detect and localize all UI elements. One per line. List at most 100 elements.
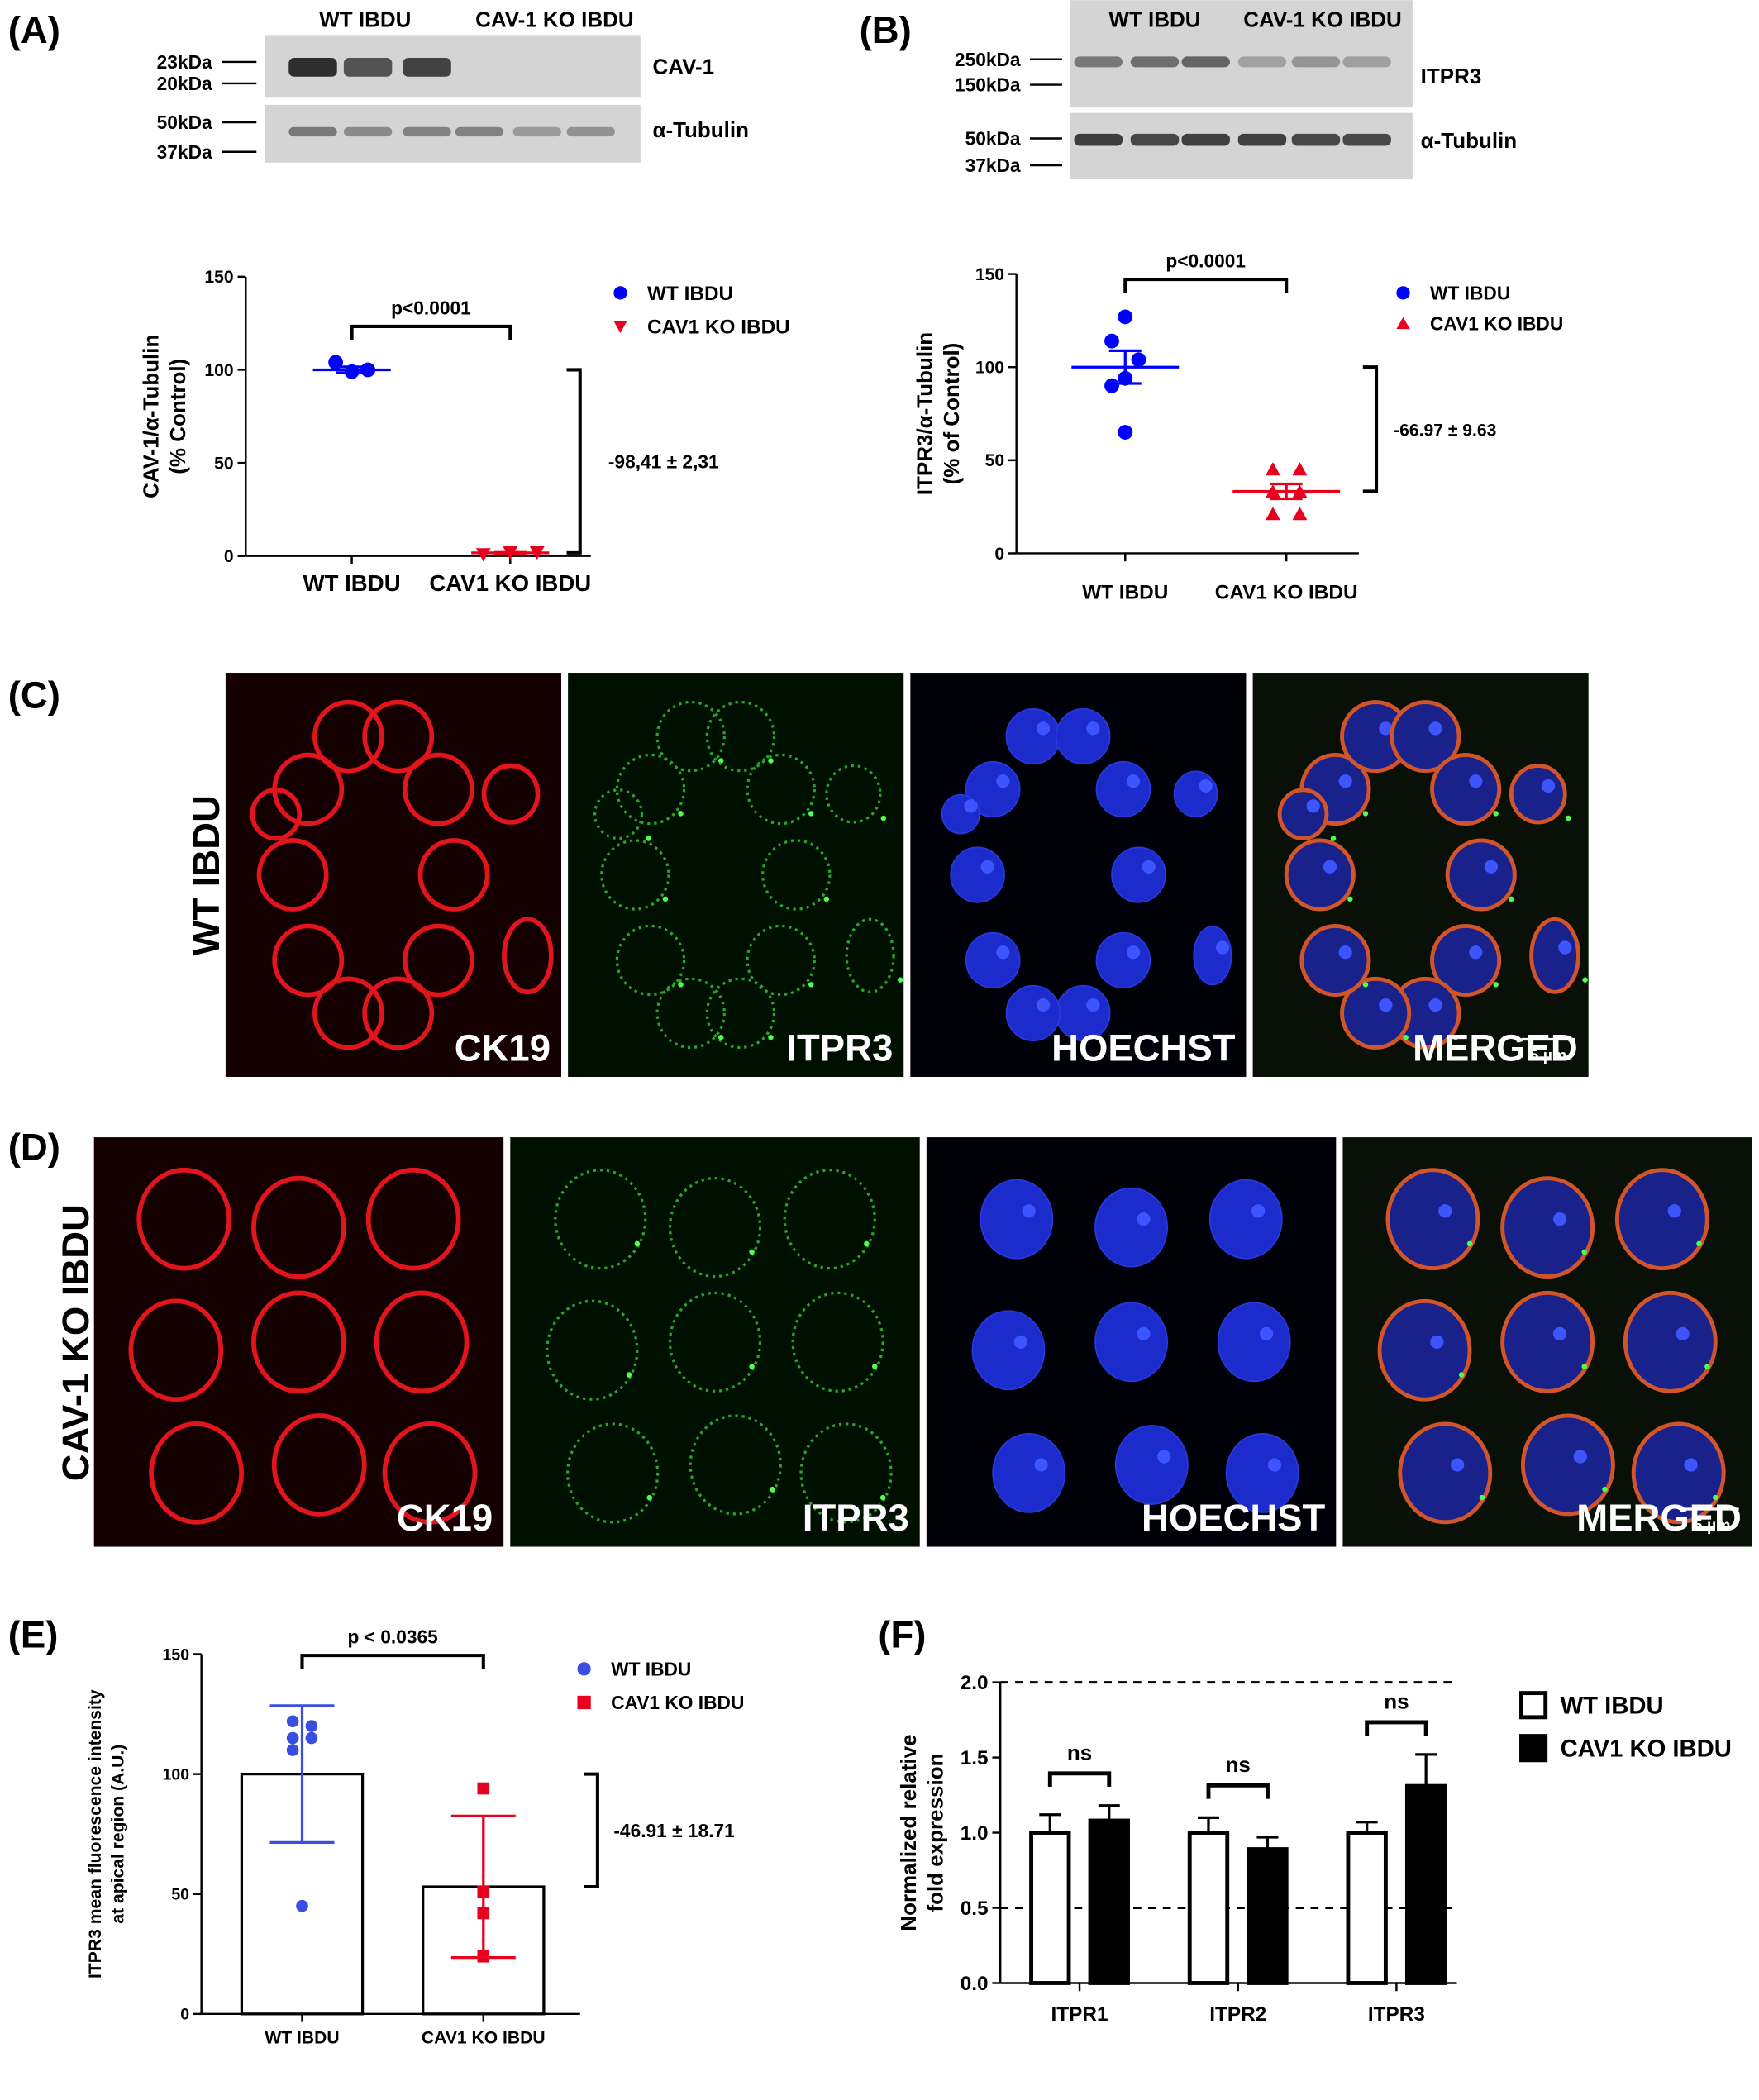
x-tick-label: WT IBDU — [265, 2029, 339, 2048]
cell — [615, 924, 686, 997]
speckle — [1582, 977, 1588, 983]
nucleolus — [1428, 721, 1442, 736]
nucleolus — [996, 945, 1010, 960]
cell — [1500, 1176, 1595, 1279]
cell — [1377, 1298, 1472, 1402]
y-axis-label: ITPR3 mean fluorescence intensity — [86, 1689, 105, 1979]
speckle — [718, 758, 724, 764]
cell — [1094, 1302, 1168, 1383]
nucleolus — [1484, 860, 1499, 874]
cell — [1509, 764, 1567, 825]
data-point — [1292, 462, 1308, 476]
speckle — [864, 1240, 870, 1247]
cell — [362, 699, 435, 774]
panel-label: (F) — [878, 1613, 926, 1655]
difference-bracket — [584, 1772, 599, 1889]
y-tick-label: 2.0 — [961, 1672, 989, 1694]
nucleolus — [1267, 1458, 1282, 1472]
nucleolus — [996, 774, 1010, 788]
cell — [1114, 1425, 1189, 1505]
panel-label: (C) — [8, 674, 60, 716]
data-point — [477, 1885, 490, 1898]
cell — [746, 924, 816, 997]
nucleolus — [1451, 1458, 1465, 1472]
cell — [971, 1310, 1046, 1391]
x-tick-label: ITPR3 — [1368, 2003, 1425, 2026]
x-tick-label: CAV1 KO IBDU — [1215, 582, 1358, 604]
difference-label: -98,41 ± 2,31 — [608, 450, 719, 472]
cell — [251, 1175, 346, 1279]
blot-marker-label: 20kDa — [157, 73, 212, 94]
speckle — [808, 982, 814, 988]
y-tick-label: 150 — [975, 265, 1004, 284]
nucleolus — [1541, 779, 1556, 793]
speckle — [1696, 1240, 1702, 1247]
speckle — [1362, 811, 1369, 817]
speckle — [1479, 1494, 1485, 1501]
speckle — [678, 982, 684, 988]
cell — [1217, 1302, 1291, 1383]
cell — [689, 1414, 782, 1516]
speckle — [768, 1035, 774, 1040]
cell — [1520, 1413, 1615, 1517]
legend-marker — [1396, 317, 1410, 330]
blot-band — [403, 58, 451, 77]
blot-marker-label: 250kDa — [955, 49, 1021, 70]
channel-label: MERGED — [1413, 1026, 1578, 1069]
cell — [845, 917, 895, 993]
data-point — [286, 1715, 299, 1728]
cell — [365, 1167, 461, 1271]
cell — [1340, 976, 1412, 1050]
cell — [705, 977, 776, 1050]
x-tick-label: CAV1 KO IBDU — [422, 2029, 546, 2048]
cell — [761, 839, 832, 911]
cell — [312, 699, 384, 774]
nucleolus — [1126, 945, 1141, 960]
legend-marker — [577, 1695, 591, 1710]
nucleolus — [1199, 779, 1213, 793]
nucleolus — [1338, 945, 1352, 960]
difference-label: -66.97 ± 9.63 — [1394, 421, 1496, 440]
y-tick-label: 50 — [214, 454, 233, 473]
speckle — [1458, 1372, 1465, 1378]
nucleolus — [1558, 940, 1572, 955]
speckle — [897, 977, 903, 983]
legend-label: CAV1 KO IBDU — [611, 1692, 744, 1713]
cell — [1111, 846, 1166, 903]
speckle — [749, 1364, 755, 1369]
cell — [251, 1290, 346, 1394]
blot-band — [1074, 56, 1123, 68]
legend-label: CAV1 KO IBDU — [647, 316, 790, 338]
significance-label: ns — [1226, 1752, 1251, 1777]
speckle — [1704, 1364, 1710, 1369]
nucleolus — [980, 860, 994, 874]
y-tick-label: 1.0 — [961, 1822, 989, 1845]
y-axis-label: CAV-1/α-Tubulin — [139, 335, 164, 498]
blot-group-label: CAV-1 KO IBDU — [475, 7, 634, 32]
speckle — [1493, 982, 1499, 988]
cell — [791, 1291, 884, 1393]
channel-label: HOECHST — [1051, 1026, 1236, 1069]
cell — [783, 1169, 876, 1270]
blot-marker-label: 37kDa — [157, 141, 212, 163]
cell — [668, 1177, 762, 1279]
data-point — [1292, 507, 1308, 521]
data-point — [477, 1782, 490, 1795]
data-point — [296, 1899, 308, 1912]
speckle — [1581, 1364, 1587, 1369]
speckle — [646, 1494, 652, 1501]
data-point — [1131, 352, 1146, 368]
nucleolus — [1684, 1458, 1698, 1472]
speckle — [662, 896, 669, 902]
cell — [992, 1432, 1066, 1513]
cell — [481, 763, 541, 825]
blot-strip — [265, 104, 641, 163]
bar — [1029, 1831, 1071, 1985]
blot-band-label: ITPR3 — [1421, 64, 1482, 88]
blot-marker-label: 50kDa — [157, 112, 212, 133]
y-tick-label: 0.0 — [961, 1973, 989, 1995]
speckle — [646, 836, 651, 841]
cell — [799, 1422, 893, 1524]
cell — [554, 1169, 647, 1270]
nucleolus — [1438, 1204, 1452, 1218]
